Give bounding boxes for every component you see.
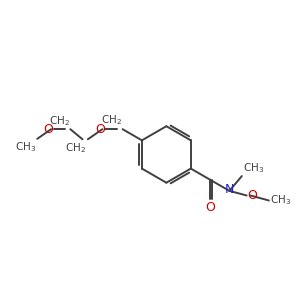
Text: O: O bbox=[205, 200, 215, 214]
Text: CH$_2$: CH$_2$ bbox=[101, 113, 122, 127]
Text: O: O bbox=[43, 123, 53, 136]
Text: O: O bbox=[248, 189, 257, 202]
Text: CH$_3$: CH$_3$ bbox=[270, 194, 291, 207]
Text: CH$_3$: CH$_3$ bbox=[243, 161, 264, 175]
Text: N: N bbox=[225, 184, 234, 196]
Text: CH$_2$: CH$_2$ bbox=[49, 114, 70, 128]
Text: O: O bbox=[95, 123, 105, 136]
Text: CH$_3$: CH$_3$ bbox=[15, 140, 36, 154]
Text: CH$_2$: CH$_2$ bbox=[65, 141, 86, 154]
